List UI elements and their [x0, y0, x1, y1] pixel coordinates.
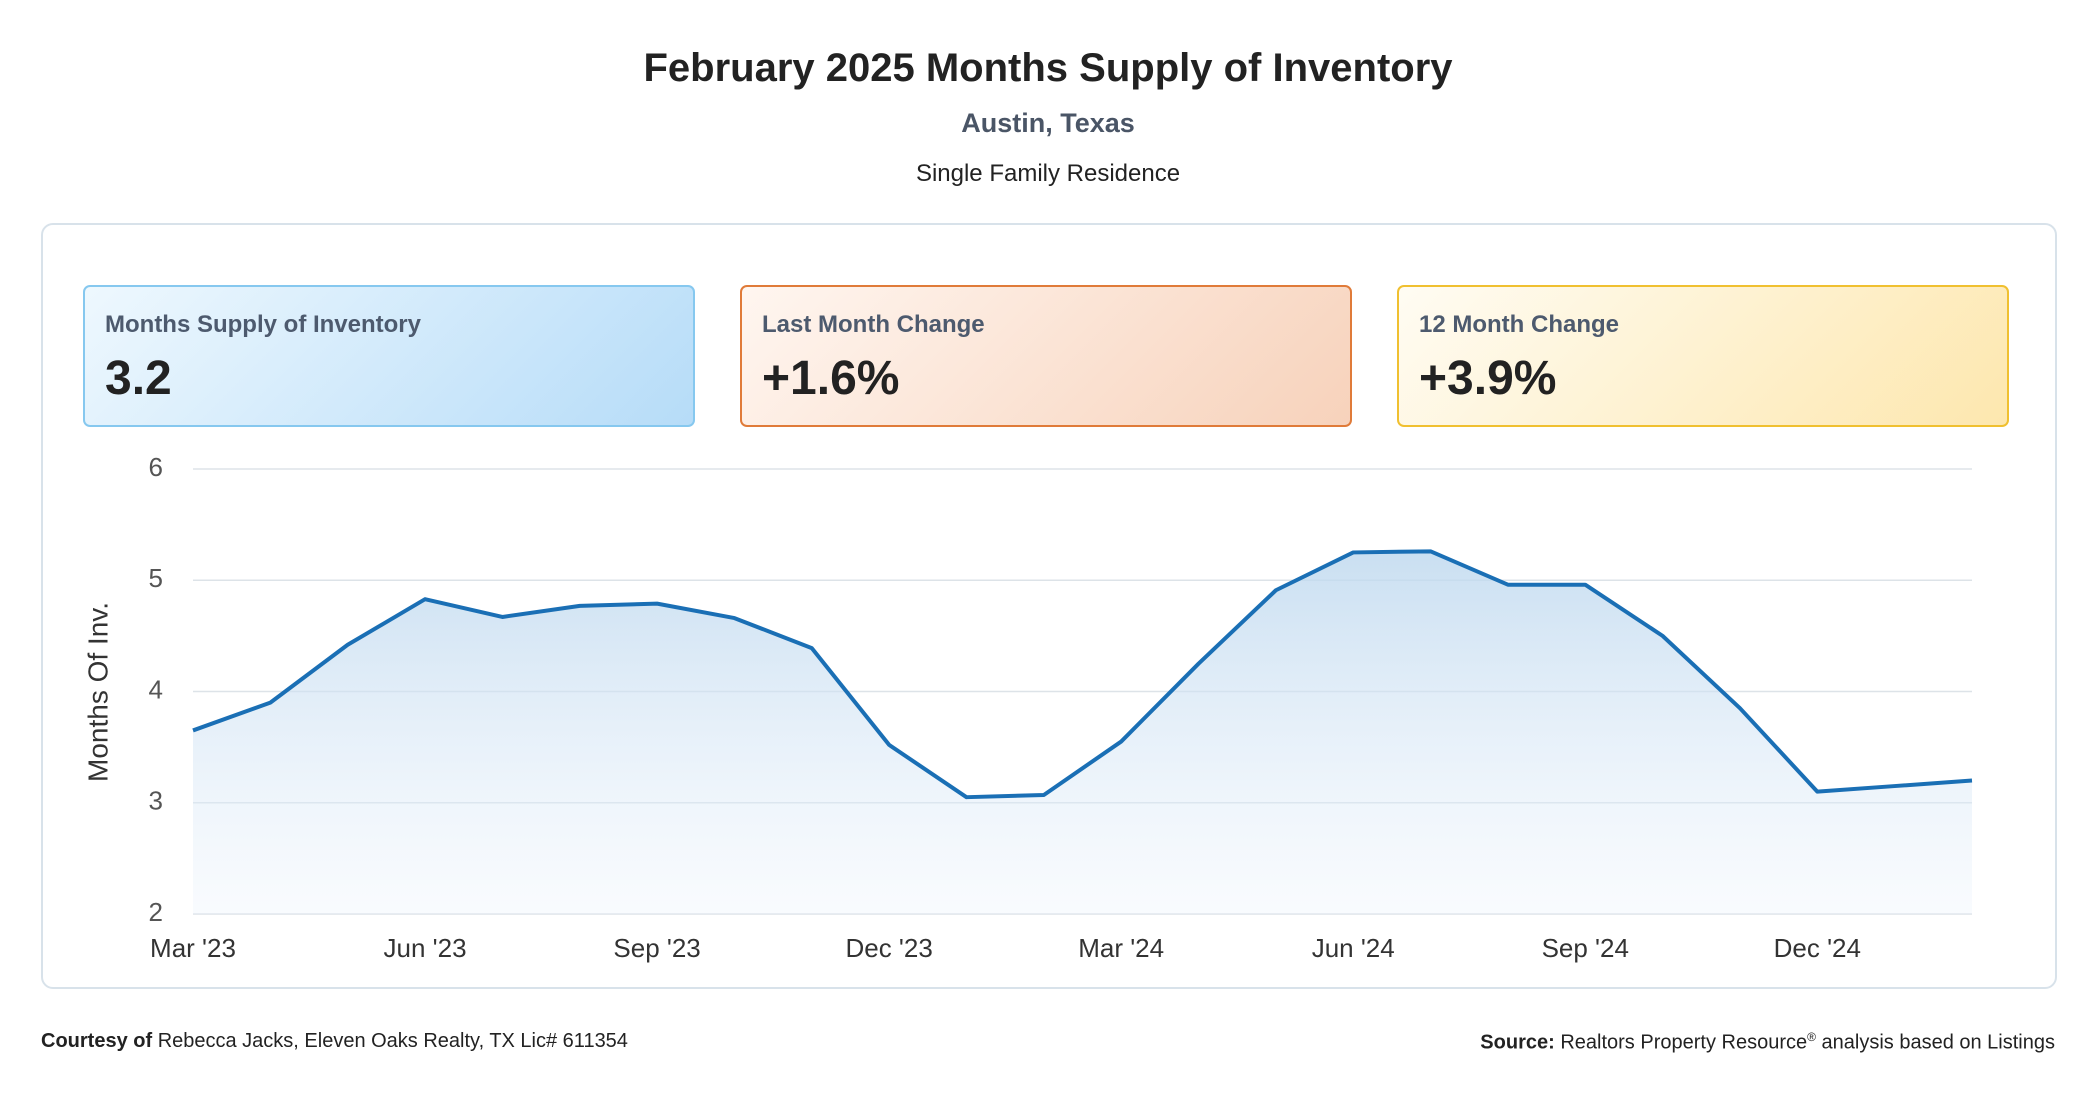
location: Austin, Texas: [961, 108, 1135, 138]
card: Months Supply of Inventory 3.2: [83, 285, 695, 427]
title: February 2025 Months Supply of Inventory: [643, 46, 1453, 90]
x-tick-label: Mar '23: [150, 933, 236, 963]
y-tick-label: 3: [149, 786, 163, 816]
y-tick-label: 4: [149, 674, 163, 704]
x-tick-label: Jun '24: [1312, 933, 1395, 963]
line: [192, 549, 1973, 800]
x-tick-label: Jun '23: [384, 933, 467, 963]
card-value: +3.9%: [1419, 352, 1557, 405]
card-value: +1.6%: [762, 352, 900, 405]
source-label: Source:: [1480, 1031, 1555, 1054]
courtesy: Courtesy of Rebecca Jacks, Eleven Oaks R…: [41, 1030, 628, 1053]
x-tick-label: Dec '23: [845, 933, 932, 963]
card: Last Month Change +1.6%: [740, 285, 1352, 427]
property-type: Single Family Residence: [915, 160, 1181, 187]
x-tick-label: Sep '24: [1542, 933, 1629, 963]
card: 12 Month Change +3.9%: [1397, 285, 2009, 427]
y-tick-label: 6: [149, 452, 163, 482]
source-suffix: analysis based on Listings: [1821, 1031, 2055, 1054]
card-label: Months Supply of Inventory: [105, 311, 421, 338]
x-tick-label: Dec '24: [1774, 933, 1861, 963]
source-mark: ®: [1807, 1030, 1816, 1044]
source: Source: Realtors Property Resource® anal…: [1480, 1030, 2055, 1055]
card-value: 3.2: [105, 352, 172, 405]
y-tick-label: 2: [149, 897, 163, 927]
card-label: Last Month Change: [762, 311, 985, 338]
source-text: Realtors Property Resource: [1560, 1031, 1808, 1054]
y-tick-label: 5: [149, 563, 163, 593]
x-tick-label: Sep '23: [613, 933, 700, 963]
y-axis-label: Months Of Inv.: [82, 602, 113, 782]
courtesy-text: Rebecca Jacks, Eleven Oaks Realty, TX Li…: [157, 1030, 628, 1052]
courtesy-label: Courtesy of: [41, 1030, 153, 1052]
area: [193, 551, 1972, 914]
x-tick-label: Mar '24: [1078, 933, 1164, 963]
chart-panel: [41, 223, 2057, 989]
card-label: 12 Month Change: [1419, 311, 1620, 338]
